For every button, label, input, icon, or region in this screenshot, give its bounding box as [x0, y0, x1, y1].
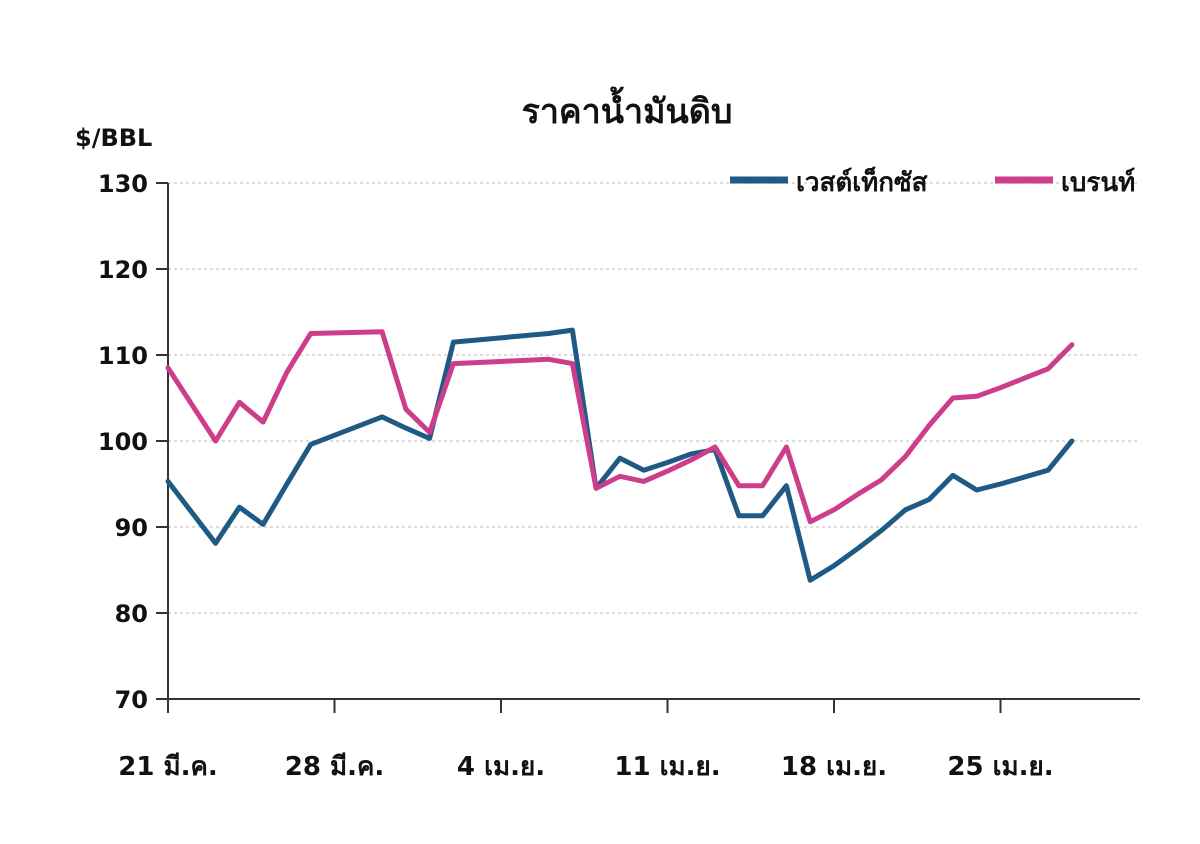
series-line-wti	[165, 327, 1075, 583]
y-axis-unit-label: $/BBL	[75, 124, 152, 152]
x-tick-label: 4 เม.ย.	[457, 752, 545, 782]
legend-label-brent: เบรนท์	[1061, 167, 1135, 198]
x-tick-label: 11 เม.ย.	[614, 752, 720, 782]
axes	[167, 183, 1140, 713]
y-tick-label: 100	[98, 428, 148, 456]
y-tick-label: 70	[115, 686, 148, 714]
x-tick-label: 28 มี.ค.	[285, 752, 385, 782]
y-axis-ticks: 70 80 90 100 110 120 130	[98, 170, 168, 714]
legend-label-wti: เวสต์เท็กซัส	[796, 166, 928, 198]
y-tick-label: 120	[98, 256, 148, 284]
y-tick-label: 130	[98, 170, 148, 198]
x-tick-label: 18 เม.ย.	[781, 752, 887, 782]
gridlines	[168, 182, 1140, 614]
y-tick-label: 80	[115, 600, 148, 628]
y-tick-label: 90	[115, 514, 148, 542]
x-tick-label: 25 เม.ย.	[947, 752, 1053, 782]
series-line-brent	[165, 329, 1075, 525]
y-tick-label: 110	[98, 342, 148, 370]
x-tick-label: 21 มี.ค.	[118, 752, 218, 782]
series-lines	[165, 327, 1075, 583]
legend: เวสต์เท็กซัส เบรนท์	[730, 166, 1135, 198]
chart-title: ราคาน้ำมันดิบ	[522, 86, 733, 132]
x-axis-ticks: 21 มี.ค. 28 มี.ค. 4 เม.ย. 11 เม.ย. 18 เม.ย. 2…	[118, 699, 1054, 782]
